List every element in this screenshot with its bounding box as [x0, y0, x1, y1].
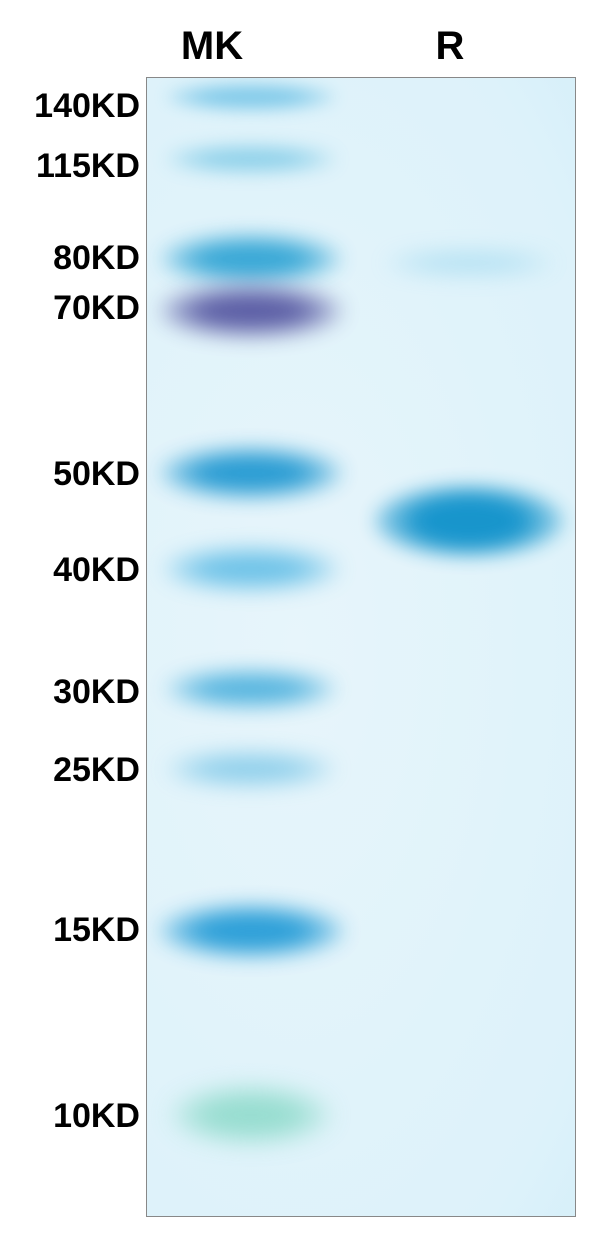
gel-panel: [146, 77, 576, 1217]
lane-header-marker: MK: [152, 24, 272, 69]
mw-label: 70KD: [53, 289, 140, 328]
mw-label: 115KD: [36, 147, 140, 186]
gel-band: [384, 251, 554, 275]
gel-band: [160, 287, 342, 335]
gel-band: [161, 236, 341, 282]
gel-band: [160, 449, 342, 497]
gel-band: [171, 1088, 331, 1142]
mw-label: 50KD: [53, 455, 140, 494]
gel-band: [166, 84, 336, 110]
mw-label: 15KD: [53, 911, 140, 950]
mw-label: 40KD: [53, 551, 140, 590]
gel-band: [374, 486, 564, 556]
mw-label: 10KD: [53, 1097, 140, 1136]
gel-band: [159, 906, 344, 956]
mw-label: 30KD: [53, 673, 140, 712]
mw-label: 25KD: [53, 751, 140, 790]
lane-header-sample: R: [390, 24, 510, 69]
gel-band: [166, 146, 336, 172]
mw-label: 80KD: [53, 239, 140, 278]
gel-band: [167, 753, 335, 785]
gel-band: [166, 671, 336, 707]
gel-band: [164, 549, 339, 589]
mw-label: 140KD: [34, 87, 140, 126]
